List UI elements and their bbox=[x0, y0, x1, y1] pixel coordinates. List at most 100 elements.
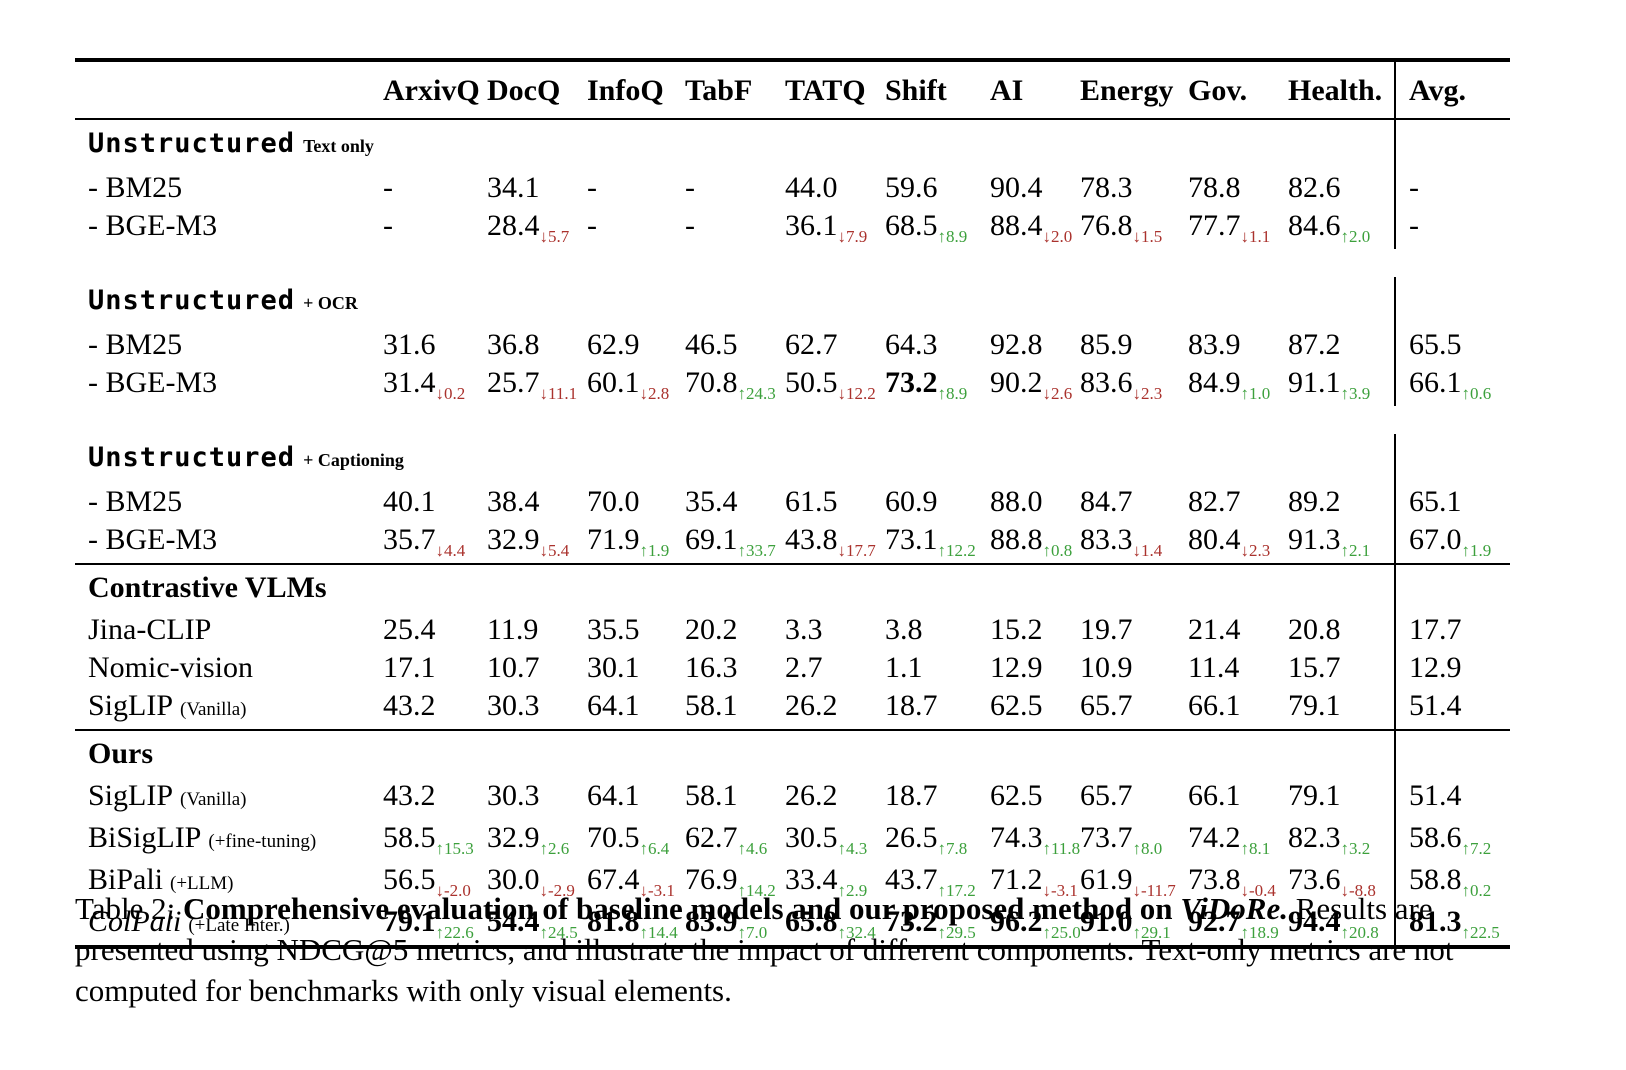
section-title: Contrastive VLMs bbox=[88, 571, 327, 604]
metric-value: 71.9 bbox=[587, 523, 640, 556]
model-name: BiSigLIP bbox=[88, 821, 202, 854]
metric-cell: 64.1 bbox=[587, 687, 685, 730]
row-label: - BGE-M3 bbox=[75, 521, 383, 564]
metric-cell: 65.1 bbox=[1394, 483, 1510, 521]
metric-value: 94.4 bbox=[1288, 905, 1341, 938]
metric-cell: 44.0 bbox=[785, 169, 885, 207]
metric-delta-down: ↓-0.4 bbox=[1240, 881, 1276, 900]
metric-value: 73.2 bbox=[885, 905, 938, 938]
metric-value: 43.7 bbox=[885, 863, 938, 896]
metric-value: 79.1 bbox=[383, 905, 436, 938]
metric-cell: 28.4↓5.7 bbox=[487, 207, 587, 249]
metric-cell: 30.5↑4.3 bbox=[785, 819, 885, 861]
metric-value: 65.1 bbox=[1409, 485, 1462, 518]
metric-cell: 67.4↓-3.1 bbox=[587, 861, 685, 903]
metric-cell: 73.8↓-0.4 bbox=[1188, 861, 1288, 903]
metric-cell: 70.8↑24.3 bbox=[685, 364, 785, 406]
column-header-avg: Avg. bbox=[1394, 60, 1510, 120]
model-name: SigLIP bbox=[88, 779, 174, 812]
metric-cell: 64.3 bbox=[885, 326, 990, 364]
metric-delta-up: ↑24.5 bbox=[539, 923, 578, 942]
metric-delta-down: ↓-2.0 bbox=[435, 881, 471, 900]
metric-value: 19.7 bbox=[1080, 613, 1133, 646]
table-row: SigLIP (Vanilla) 43.2 30.3 64.1 58.1 26.2 18.7 6… bbox=[75, 777, 1510, 819]
metric-value: 81.3 bbox=[1409, 905, 1462, 938]
metric-cell: - bbox=[587, 207, 685, 249]
metric-cell: 40.1 bbox=[383, 483, 487, 521]
metric-value: - bbox=[1409, 171, 1419, 204]
metric-cell: 10.9 bbox=[1080, 649, 1188, 687]
metric-delta-up: ↑22.6 bbox=[435, 923, 474, 942]
header-row: ArxivQ DocQ InfoQ TabF TATQ Shift AI Energy Gov.… bbox=[75, 60, 1510, 120]
metric-cell: 73.7↑8.0 bbox=[1080, 819, 1188, 861]
metric-cell: 26.5↑7.8 bbox=[885, 819, 990, 861]
metric-value: 30.3 bbox=[487, 779, 540, 812]
metric-cell: 83.3↓1.4 bbox=[1080, 521, 1188, 564]
row-label: BiPali (+LLM) bbox=[75, 861, 383, 903]
metric-delta-down: ↓11.1 bbox=[539, 384, 578, 403]
row-label: ColPali (+Late Inter.) bbox=[75, 903, 383, 947]
metric-cell: 30.0↓-2.9 bbox=[487, 861, 587, 903]
metric-cell: 83.9 bbox=[1188, 326, 1288, 364]
metric-cell: 84.9↑1.0 bbox=[1188, 364, 1288, 406]
metric-cell: 35.7↓4.4 bbox=[383, 521, 487, 564]
metric-value: 96.2 bbox=[990, 905, 1043, 938]
metric-cell: 58.6↑7.2 bbox=[1394, 819, 1510, 861]
table-row: - BM25 31.6 36.8 62.9 46.5 62.7 64.3 92.8 85.9 83… bbox=[75, 326, 1510, 364]
row-label: SigLIP (Vanilla) bbox=[75, 687, 383, 730]
metric-cell: 25.4 bbox=[383, 611, 487, 649]
model-name: - BGE-M3 bbox=[88, 523, 218, 556]
section-header-row: Unstructured Text only bbox=[75, 119, 1510, 169]
table-row: - BGE-M3 31.4↓0.2 25.7↓11.1 60.1↓2.8 70.8↑24… bbox=[75, 364, 1510, 406]
metric-delta-up: ↑17.2 bbox=[937, 881, 976, 900]
metric-cell: 12.9 bbox=[1394, 649, 1510, 687]
metric-delta-up: ↑2.0 bbox=[1340, 227, 1371, 246]
metric-value: 35.5 bbox=[587, 613, 640, 646]
metric-cell: 62.7↑4.6 bbox=[685, 819, 785, 861]
metric-cell: 43.2 bbox=[383, 777, 487, 819]
metric-value: 91.3 bbox=[1288, 523, 1341, 556]
metric-cell: 54.4↑24.5 bbox=[487, 903, 587, 947]
metric-cell: 71.2↓-3.1 bbox=[990, 861, 1080, 903]
section-spacer bbox=[75, 249, 1510, 277]
metric-cell: 66.1 bbox=[1188, 687, 1288, 730]
metric-cell: 62.9 bbox=[587, 326, 685, 364]
metric-cell: 83.9↑7.0 bbox=[685, 903, 785, 947]
metric-value: 10.7 bbox=[487, 651, 540, 684]
metric-value: 50.5 bbox=[785, 366, 838, 399]
metric-delta-down: ↓-8.8 bbox=[1340, 881, 1376, 900]
metric-value: 73.8 bbox=[1188, 863, 1241, 896]
metric-value: 67.0 bbox=[1409, 523, 1462, 556]
metric-delta-up: ↑2.9 bbox=[837, 881, 868, 900]
metric-delta-down: ↓17.7 bbox=[837, 541, 876, 560]
metric-cell: 31.4↓0.2 bbox=[383, 364, 487, 406]
metric-value: 58.5 bbox=[383, 821, 436, 854]
section-title-suffix: + OCR bbox=[303, 293, 358, 313]
metric-cell: 2.7 bbox=[785, 649, 885, 687]
metric-cell: 19.7 bbox=[1080, 611, 1188, 649]
table-section-4: Ours SigLIP (Vanilla) 43.2 30.3 64.1 58.1 26.2 1… bbox=[75, 729, 1510, 947]
model-name-suffix: (Vanilla) bbox=[180, 699, 247, 720]
metric-cell: 43.8↓17.7 bbox=[785, 521, 885, 564]
column-header-energy: Energy bbox=[1080, 60, 1188, 120]
metric-cell: 81.3↑22.5 bbox=[1394, 903, 1510, 947]
metric-value: 79.1 bbox=[1288, 689, 1341, 722]
metric-cell: 70.5↑6.4 bbox=[587, 819, 685, 861]
section-header-cell: Unstructured Text only bbox=[75, 119, 1395, 169]
metric-delta-down: ↓2.3 bbox=[1240, 541, 1271, 560]
metric-cell: 50.5↓12.2 bbox=[785, 364, 885, 406]
column-header-shift: Shift bbox=[885, 60, 990, 120]
metric-cell: 3.8 bbox=[885, 611, 990, 649]
metric-cell: 62.5 bbox=[990, 777, 1080, 819]
metric-cell: 58.1 bbox=[685, 687, 785, 730]
metric-cell: 91.3↑2.1 bbox=[1288, 521, 1395, 564]
metric-value: 51.4 bbox=[1409, 779, 1462, 812]
metric-value: 36.8 bbox=[487, 328, 540, 361]
metric-delta-up: ↑11.8 bbox=[1042, 839, 1081, 858]
metric-cell: 26.2 bbox=[785, 777, 885, 819]
metric-value: 88.4 bbox=[990, 209, 1043, 242]
metric-value: 26.5 bbox=[885, 821, 938, 854]
metric-delta-up: ↑33.7 bbox=[737, 541, 776, 560]
metric-cell: 18.7 bbox=[885, 687, 990, 730]
column-header-gov: Gov. bbox=[1188, 60, 1288, 120]
